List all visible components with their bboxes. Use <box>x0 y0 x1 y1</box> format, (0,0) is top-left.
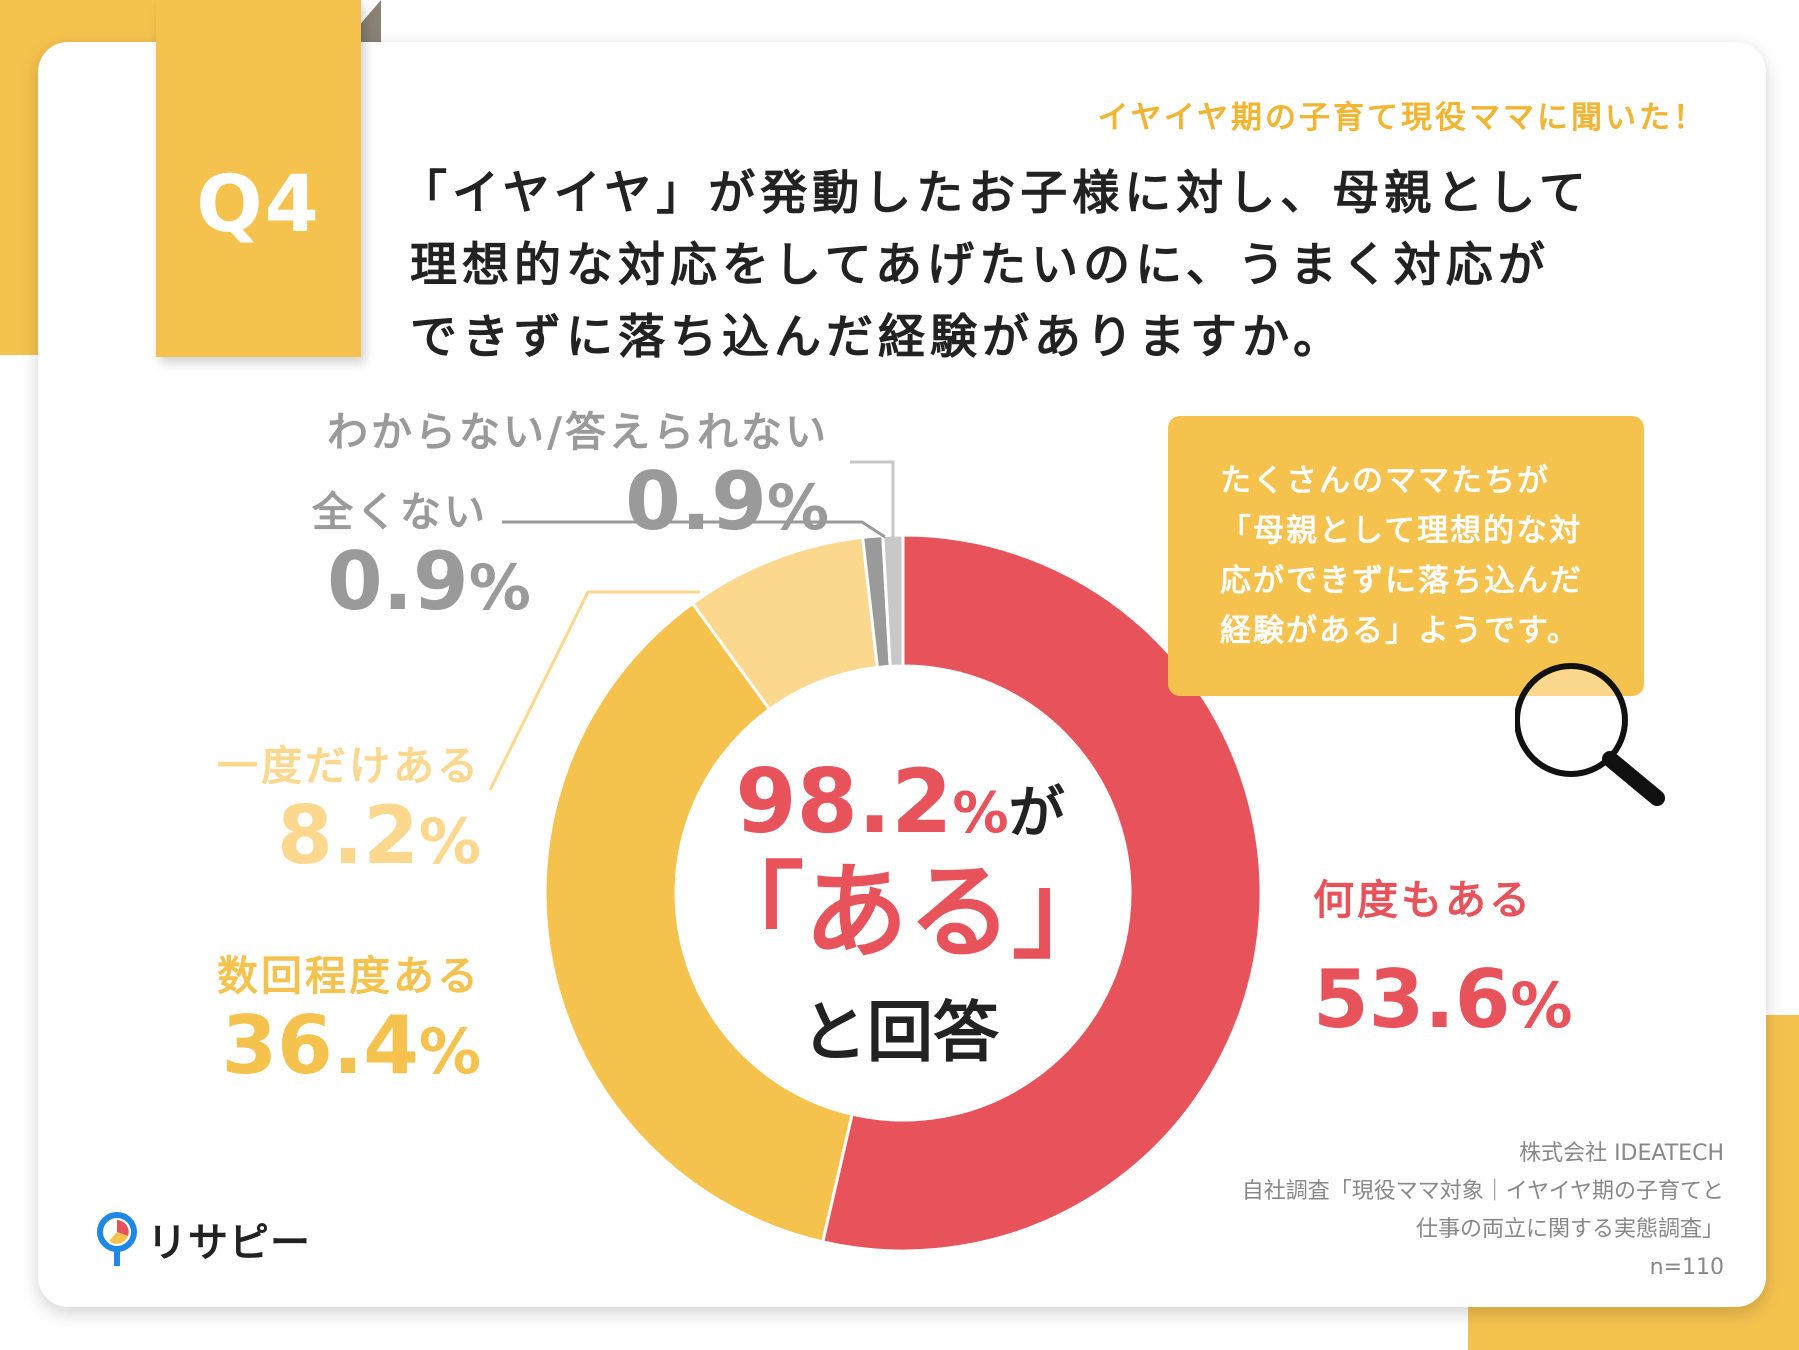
label-unknown-name: わからない/答えられない <box>327 408 829 456</box>
slice-unknown <box>881 533 905 668</box>
question-text: 「イヤイヤ」が発動したお子様に対し、母親として 理想的な対応をしてあげたいのに、… <box>400 158 1591 374</box>
center-bottom: と回答 <box>801 993 999 1071</box>
label-once-value: 8.2% <box>277 789 481 882</box>
label-once: 一度だけある 8.2% <box>217 732 481 880</box>
leader-line-unknown <box>850 460 895 540</box>
label-never: 全くない 0.9% <box>312 478 531 626</box>
label-never-value: 0.9% <box>327 535 531 628</box>
slice-several-times <box>543 601 854 1244</box>
slice-many-times <box>820 533 1263 1253</box>
brand-logo: リサピー <box>95 1210 311 1268</box>
question-badge: Q4 <box>156 0 361 357</box>
source-note: 株式会社 IDEATECH 自社調査「現役ママ対象｜イヤイヤ期の子育てと 仕事の… <box>1242 1135 1724 1287</box>
label-several-times-value: 36.4% <box>221 999 481 1092</box>
leader-line-once <box>488 590 700 791</box>
label-several-times: 数回程度ある 36.4% <box>217 942 481 1090</box>
center-value: 98.2%が <box>735 750 1065 853</box>
callout-text: たくさんのママたちが 「母親として理想的な対 応ができずに落ち込んだ 経験がある… <box>1220 463 1583 649</box>
survey-subtitle: イヤイヤ期の子育て現役ママに聞いた！ <box>1097 100 1707 136</box>
callout-box: たくさんのママたちが 「母親として理想的な対 応ができずに落ち込んだ 経験がある… <box>1168 416 1644 696</box>
label-many-times-name: 何度もある <box>1313 876 1533 924</box>
label-never-name: 全くない <box>312 488 488 536</box>
center-highlight: 「ある」 <box>700 851 1117 973</box>
label-once-name: 一度だけある <box>217 742 481 790</box>
center-summary: 98.2%が 「ある」 と回答 <box>700 750 1117 1075</box>
question-number: Q4 <box>196 160 321 250</box>
question-line-1: 「イヤイヤ」が発動したお子様に対し、母親として <box>400 166 1591 221</box>
label-unknown: わからない/答えられない 0.9% <box>327 398 829 546</box>
pin-pie-icon <box>97 1212 137 1266</box>
logo-text: リサピー <box>147 1220 311 1266</box>
label-many-times: 何度もある 53.6% <box>1313 866 1573 1044</box>
label-unknown-value: 0.9% <box>625 455 829 548</box>
label-many-times-value: 53.6% <box>1313 953 1573 1046</box>
magnifier-icon <box>1515 663 1665 806</box>
source-survey-line-2: 仕事の両立に関する実態調査」 <box>1415 1217 1724 1242</box>
label-several-times-name: 数回程度ある <box>217 952 481 1000</box>
leader-line-never <box>502 520 886 539</box>
question-line-3: できずに落ち込んだ経験がありますか。 <box>410 310 1346 365</box>
question-line-2: 理想的な対応をしてあげたいのに、うまく対応が <box>410 238 1550 293</box>
source-company: 株式会社 IDEATECH <box>1519 1141 1724 1166</box>
source-survey-line-1: 自社調査「現役ママ対象｜イヤイヤ期の子育てと <box>1241 1179 1724 1204</box>
source-sample-size: n=110 <box>1649 1255 1724 1280</box>
